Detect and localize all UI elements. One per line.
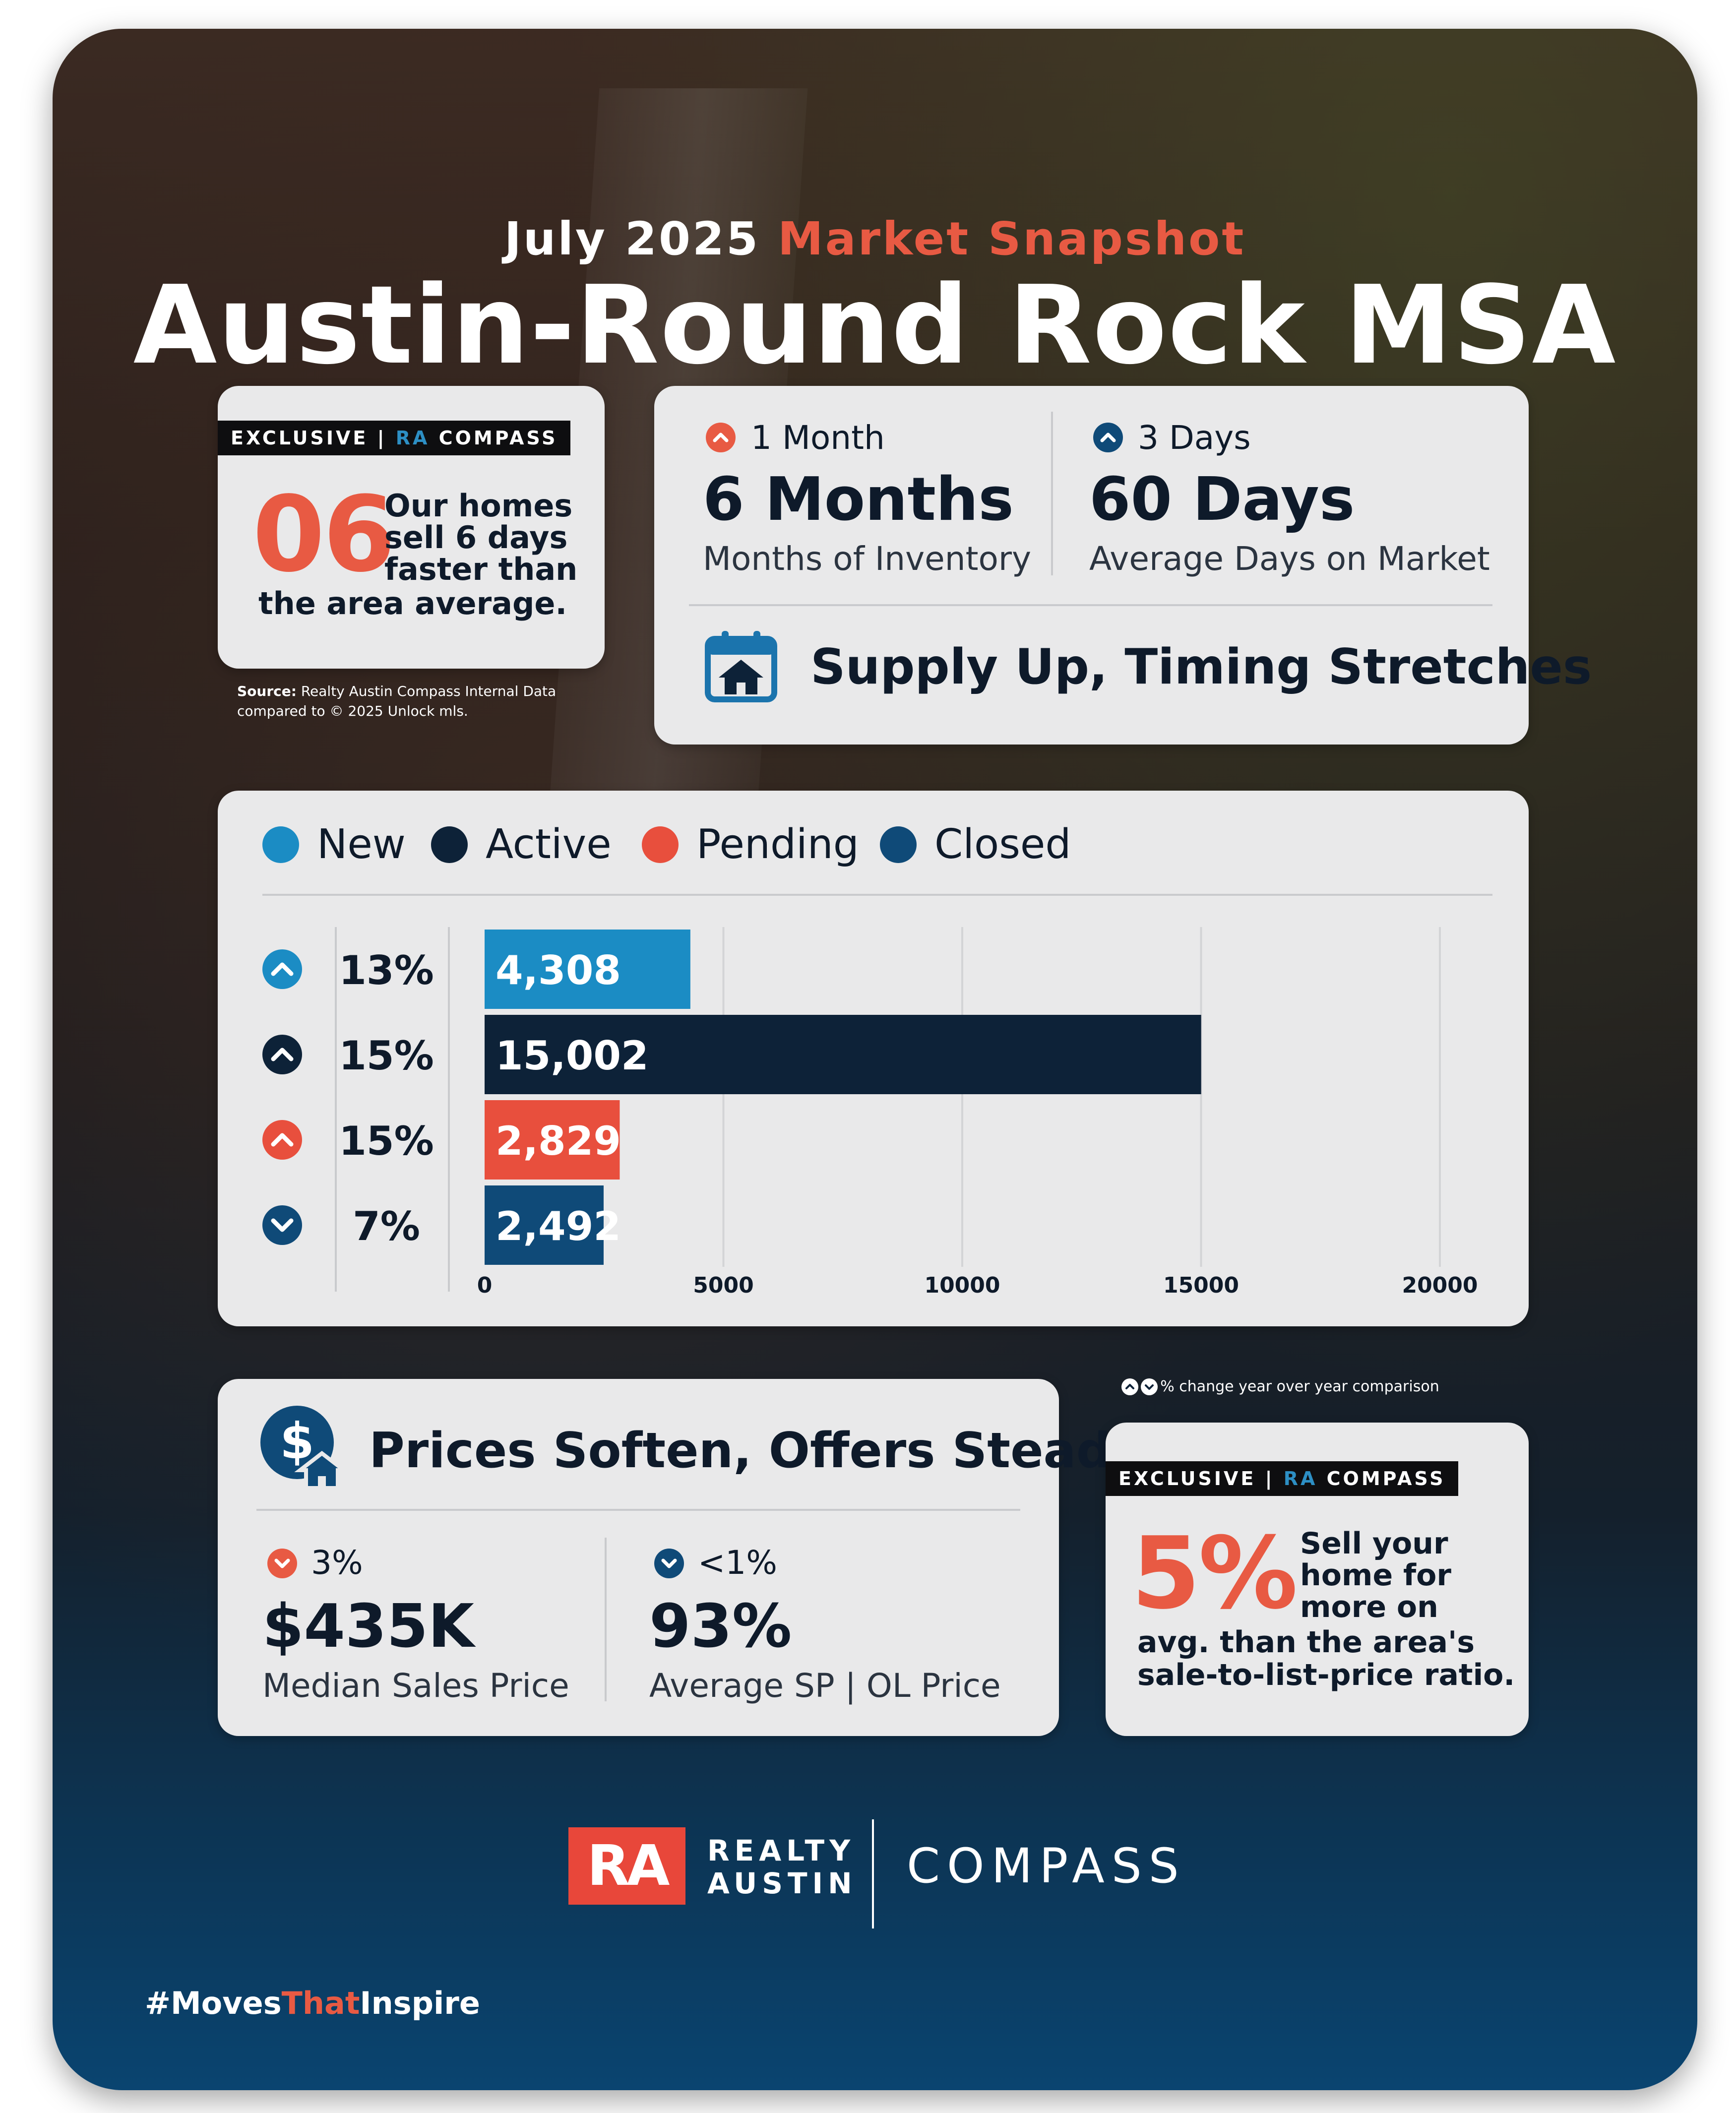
- x-tick-label-0: 0: [477, 1273, 493, 1298]
- note-up-icon: [1121, 1378, 1138, 1395]
- yoy-note: % change year over year comparison: [1160, 1378, 1439, 1395]
- legend-dot-active: [431, 826, 468, 863]
- ra-logo: RA: [568, 1827, 685, 1905]
- days-faster-number: 06: [252, 474, 395, 595]
- x-tick-label-5000: 5000: [693, 1273, 753, 1298]
- change-pct-pending: 15%: [339, 1118, 434, 1164]
- median-change: 3%: [311, 1544, 363, 1582]
- exclusive-badge-2: EXCLUSIVE | RA COMPASS: [1106, 1461, 1459, 1496]
- snapshot-label: Market Snapshot: [778, 212, 1246, 265]
- svg-text:$: $: [280, 1412, 314, 1470]
- supply-divider-vertical: [1051, 412, 1053, 575]
- bar-label-new: 4,308: [496, 947, 621, 994]
- note-down-icon: [1141, 1378, 1158, 1395]
- median-label: Median Sales Price: [262, 1667, 569, 1705]
- bar-label-active: 15,002: [496, 1033, 649, 1079]
- dom-change-up-icon: [1093, 423, 1123, 452]
- bar-label-pending: 2,829: [496, 1118, 621, 1164]
- ratio-change-down-icon: [654, 1549, 684, 1578]
- prices-card: $ Prices Soften, Offers Steady 3% $435K …: [218, 1379, 1143, 1736]
- legend-dot-new: [262, 826, 299, 863]
- compass-wordmark: COMPASS: [907, 1838, 1186, 1894]
- change-up-icon-pending: [262, 1120, 302, 1160]
- dom-label: Average Days on Market: [1089, 540, 1490, 578]
- bar-pending: [485, 1100, 620, 1180]
- bar-new: [485, 930, 690, 1009]
- supply-headline: Supply Up, Timing Stretches: [810, 639, 1592, 695]
- inventory-value: 6 Months: [703, 465, 1014, 534]
- exclusive-days-card: EXCLUSIVE | RA COMPASS 06 Our homes sell…: [218, 386, 605, 669]
- dollar-house-icon: $: [260, 1406, 348, 1490]
- listings-chart-card: New Active Pending Closed 0 5000 10000 15000 20…: [218, 791, 1529, 1326]
- ratio-text: Sell your home for more on: [1300, 1526, 1451, 1624]
- dom-change: 3 Days: [1138, 419, 1251, 457]
- legend-dot-closed: [880, 826, 917, 863]
- legend-dot-pending: [642, 826, 679, 863]
- ratio-change: <1%: [698, 1544, 778, 1582]
- bar-label-closed: 2,492: [496, 1203, 621, 1249]
- x-tick-label-15000: 15000: [1163, 1273, 1239, 1298]
- ratio-label: Average SP | OL Price: [649, 1667, 1001, 1705]
- logo-divider: [872, 1819, 874, 1928]
- snapshot-heading: July 2025 Market Snapshot: [53, 212, 1697, 265]
- change-pct-active: 15%: [339, 1033, 434, 1079]
- source-note: Source: Realty Austin Compass Internal D…: [237, 683, 557, 719]
- legend-label-new: New: [317, 821, 406, 868]
- ratio-value: 93%: [649, 1592, 792, 1661]
- change-pct-closed: 7%: [353, 1203, 420, 1249]
- legend-divider: [262, 894, 1492, 896]
- dom-value: 60 Days: [1089, 465, 1355, 534]
- calendar-house-icon: [705, 631, 777, 702]
- hashtag: #MovesThatInspire: [145, 1985, 480, 2021]
- exclusive-ratio-card: EXCLUSIVE | RA COMPASS 5% Sell your home…: [1106, 1423, 1529, 1736]
- change-up-icon-new: [262, 949, 302, 989]
- ratio-big-number: 5%: [1131, 1516, 1298, 1631]
- prices-headline: Prices Soften, Offers Steady: [369, 1423, 1143, 1479]
- median-change-down-icon: [267, 1549, 297, 1578]
- listings-bar-chart: 0 5000 10000 15000 20000 13% 4,308 15% 15,002 15%…: [262, 927, 1478, 1298]
- prices-divider-horizontal: [256, 1509, 1020, 1511]
- days-faster-text-tail: the area average.: [258, 585, 567, 621]
- legend-label-closed: Closed: [934, 821, 1071, 868]
- x-tick-label-10000: 10000: [924, 1273, 1000, 1298]
- change-down-icon-closed: [262, 1205, 302, 1245]
- inventory-label: Months of Inventory: [703, 540, 1032, 578]
- median-value: $435K: [262, 1592, 474, 1661]
- poster-background: July 2025 Market Snapshot Austin-Round R…: [53, 29, 1697, 2090]
- page-title: Austin-Round Rock MSA: [133, 263, 1617, 388]
- realty-austin-wordmark: REALTY AUSTIN: [707, 1834, 857, 1900]
- change-up-icon-active: [262, 1035, 302, 1074]
- yoy-note-row: % change year over year comparison: [1121, 1378, 1439, 1395]
- legend-label-pending: Pending: [696, 821, 859, 868]
- days-faster-text: Our homes sell 6 days faster than: [384, 488, 578, 587]
- bar-active: [485, 1015, 1201, 1094]
- change-pct-new: 13%: [339, 947, 434, 994]
- prices-divider-vertical: [605, 1538, 607, 1701]
- exclusive-badge: EXCLUSIVE | RA COMPASS: [218, 421, 571, 455]
- ra-logo-text: RA: [587, 1834, 670, 1898]
- supply-card: 1 Month 6 Months Months of Inventory 3 D…: [654, 386, 1592, 745]
- inventory-change-up-icon: [706, 423, 736, 452]
- bar-closed: [485, 1185, 604, 1265]
- snapshot-date: July 2025: [504, 212, 760, 265]
- legend-label-active: Active: [486, 821, 612, 868]
- x-tick-label-20000: 20000: [1402, 1273, 1478, 1298]
- inventory-change: 1 Month: [751, 419, 885, 457]
- ratio-text-tail: avg. than the area's sale-to-list-price …: [1137, 1625, 1515, 1692]
- supply-divider-horizontal: [689, 604, 1492, 606]
